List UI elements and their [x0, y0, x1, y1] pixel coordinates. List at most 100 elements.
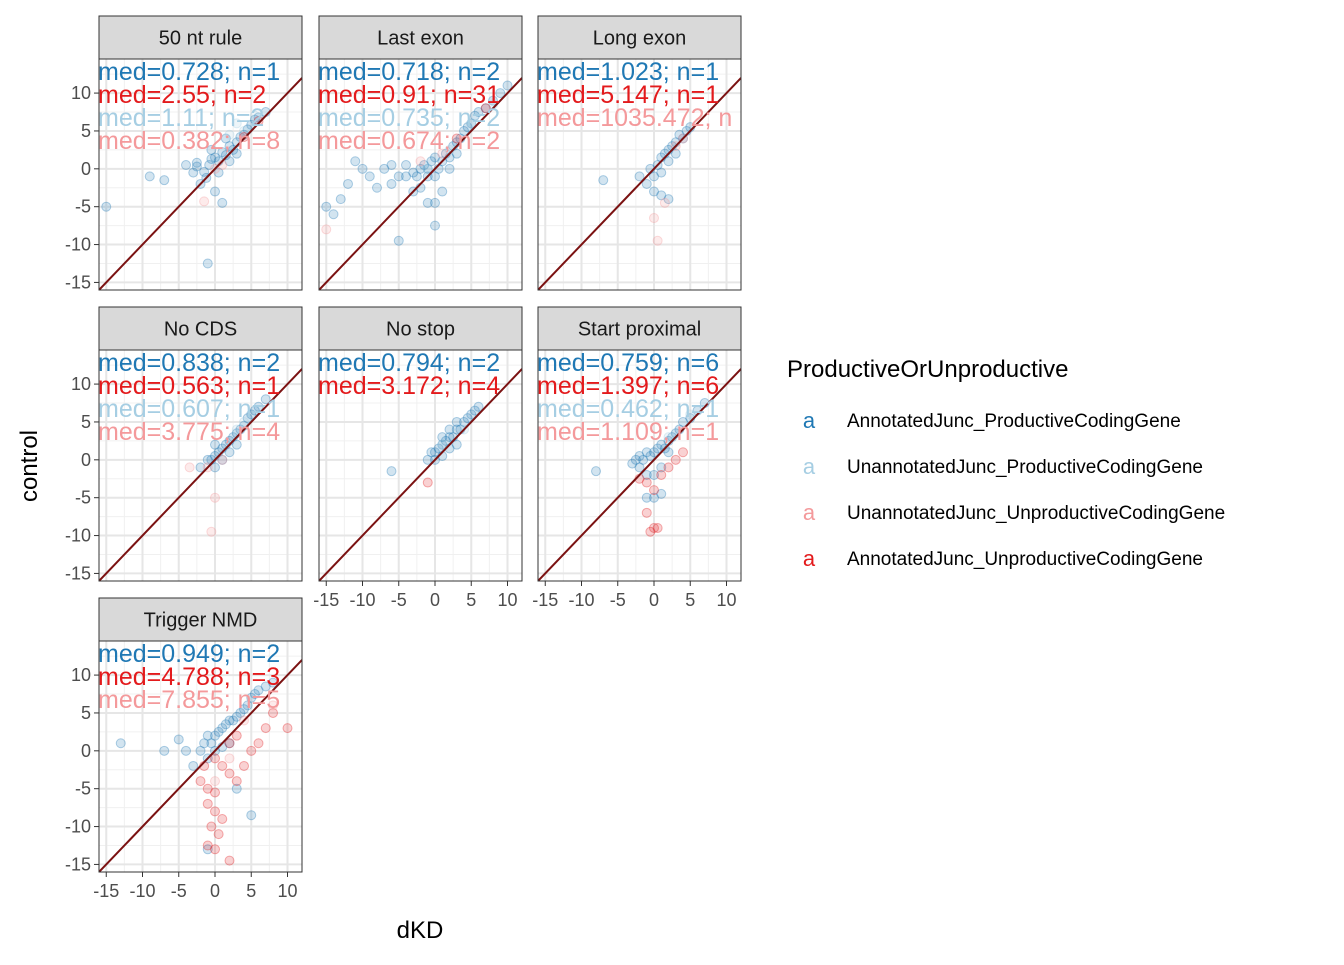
data-point	[630, 454, 641, 465]
data-point	[634, 462, 645, 473]
data-point	[204, 160, 215, 171]
data-point	[430, 220, 440, 231]
median-annotation: med=2.55; n=2	[98, 81, 266, 109]
y-tick-label: 0	[81, 450, 91, 470]
x-tick-label: 0	[210, 881, 220, 901]
y-tick-label: -5	[75, 488, 91, 508]
data-point	[217, 760, 228, 771]
data-point	[231, 776, 242, 787]
legend-key: a	[803, 546, 816, 571]
median-annotation: med=7.855; n=5	[98, 686, 280, 714]
reference-line	[538, 77, 741, 290]
x-tick-label: 5	[685, 590, 695, 610]
data-point	[645, 526, 656, 537]
data-point	[649, 447, 659, 458]
data-point	[444, 432, 455, 443]
data-point	[364, 171, 375, 182]
data-point	[253, 685, 264, 696]
median-annotation: med=1.109; n=1	[537, 418, 719, 446]
data-point	[627, 458, 638, 469]
data-point	[206, 144, 217, 155]
data-point	[210, 806, 220, 817]
data-point	[430, 197, 440, 208]
data-point	[462, 122, 473, 133]
facet-strip	[318, 306, 523, 351]
reference-line	[99, 77, 302, 290]
x-tick-label: -5	[171, 881, 187, 901]
data-point	[217, 454, 228, 465]
data-point	[641, 477, 652, 488]
data-point	[199, 166, 210, 177]
data-point	[224, 738, 235, 749]
data-point	[224, 141, 235, 152]
median-annotation: med=0.718; n=2	[318, 58, 500, 86]
median-annotation: med=0.949; n=2	[98, 640, 280, 668]
data-point	[426, 156, 437, 167]
data-point	[437, 186, 448, 197]
data-point	[422, 197, 433, 208]
facet-strip	[318, 15, 523, 60]
data-point	[239, 760, 249, 771]
data-point	[641, 492, 652, 503]
data-point	[451, 416, 462, 427]
data-point	[249, 689, 260, 700]
data-point	[469, 110, 480, 121]
y-tick-label: -10	[65, 817, 91, 837]
median-annotation: med=0.759; n=6	[537, 349, 719, 377]
data-point	[401, 171, 411, 182]
data-point	[386, 178, 397, 189]
median-annotation: med=1.11; n=2	[98, 104, 264, 132]
data-point	[451, 424, 462, 435]
panel-background	[99, 59, 302, 290]
x-tick-label: -15	[532, 590, 558, 610]
data-point	[343, 178, 353, 189]
reference-line	[99, 659, 302, 872]
data-point	[386, 160, 397, 171]
panel-background	[319, 350, 522, 581]
data-point	[246, 810, 257, 821]
y-tick-label: 10	[71, 83, 91, 103]
panel-border	[98, 640, 303, 873]
data-point	[426, 447, 437, 458]
data-point	[242, 413, 253, 424]
data-point	[663, 432, 674, 443]
data-point	[638, 454, 649, 465]
data-point	[411, 171, 422, 182]
data-point	[246, 409, 257, 420]
panel-border	[537, 58, 742, 291]
data-point	[231, 118, 242, 129]
x-axis-title: dKD	[397, 917, 444, 944]
reference-line	[319, 77, 522, 290]
data-point	[437, 439, 448, 450]
median-annotation: med=3.775; n=4	[98, 418, 280, 446]
data-point	[228, 715, 239, 726]
data-point	[422, 454, 433, 465]
data-point	[217, 147, 228, 158]
y-tick-label: 10	[71, 665, 91, 685]
data-point	[260, 681, 271, 692]
data-point	[469, 405, 480, 416]
data-point	[656, 167, 667, 178]
data-point	[210, 152, 220, 163]
facet-title: Long exon	[593, 28, 686, 50]
data-point	[656, 469, 667, 480]
legend-title: ProductiveOrUnproductive	[787, 356, 1068, 383]
panel-border	[318, 58, 523, 291]
data-point	[656, 439, 667, 450]
data-point	[144, 171, 155, 182]
data-point	[159, 175, 170, 186]
data-point	[239, 125, 249, 136]
data-point	[202, 798, 213, 809]
data-point	[645, 451, 656, 462]
data-point	[195, 462, 206, 473]
data-point	[210, 787, 220, 798]
data-point	[224, 753, 235, 764]
data-point	[249, 114, 260, 125]
